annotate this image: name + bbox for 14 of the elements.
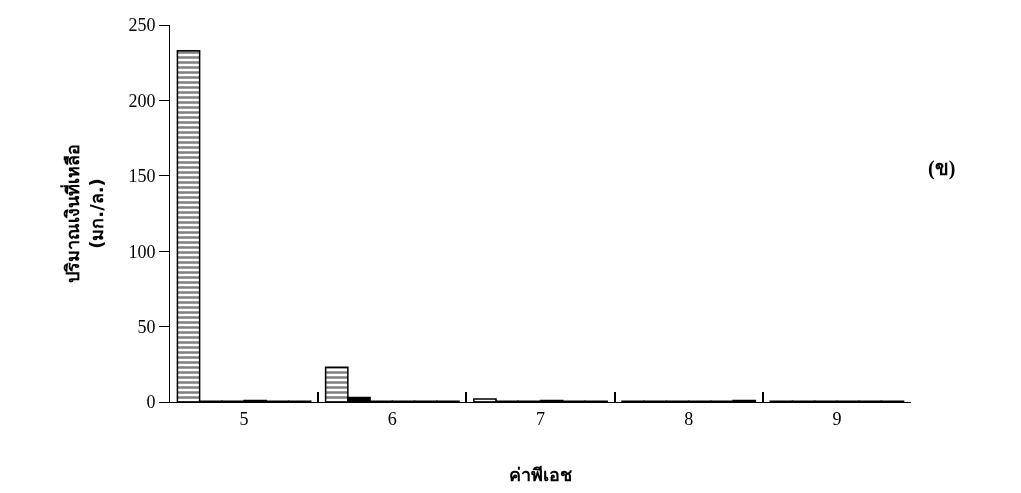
x-tick-label: 8	[684, 408, 694, 429]
x-tick-label: 9	[832, 408, 842, 429]
x-tick-label: 6	[387, 408, 397, 429]
y-axis-title: ปริมาณเงินที่เหลือ (มก./ล.)	[60, 144, 107, 283]
y-tick-label: 250	[128, 15, 156, 36]
y-tick-label: 150	[128, 166, 156, 187]
x-tick-label: 7	[536, 408, 545, 429]
y-tick-label: 100	[128, 241, 156, 262]
y-tick-label: 0	[146, 392, 156, 413]
x-tick-label: 5	[239, 408, 249, 429]
x-axis-title: ค่าพีเอช	[509, 463, 572, 485]
text: (ข)	[928, 157, 956, 180]
y-tick-label: 200	[128, 90, 156, 111]
y-tick-label: 50	[137, 316, 156, 337]
